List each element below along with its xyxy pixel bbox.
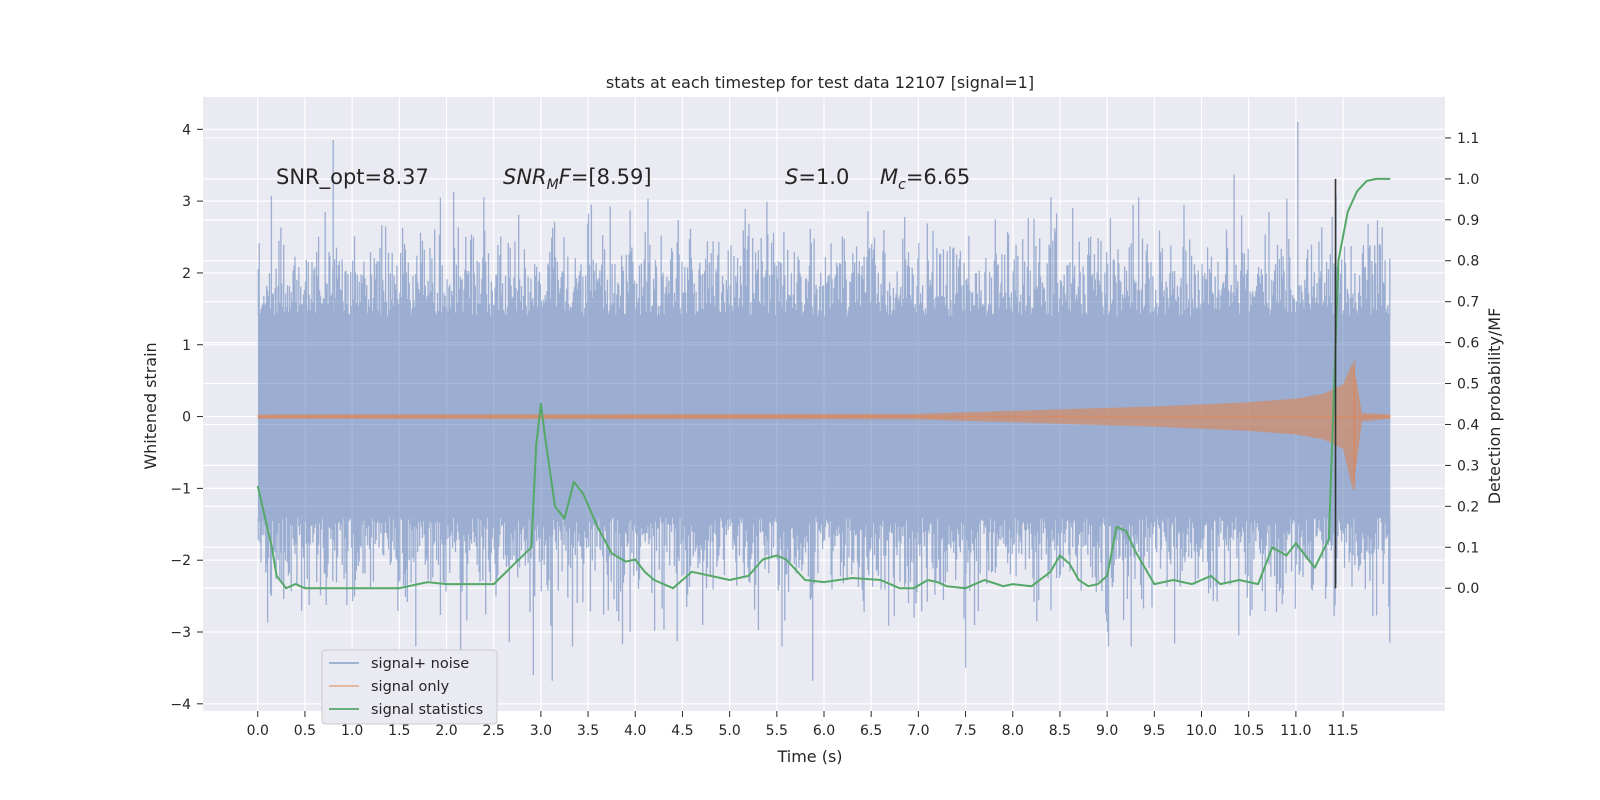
x-tick-label: 6.0 <box>813 723 835 739</box>
x-axis-label: Time (s) <box>776 747 842 766</box>
annotation-mc-symbol: M <box>880 165 898 189</box>
axes: 0.0 0.5 1.0 1.5 2.0 2.5 3.0 3.5 4.0 4.5 5.0 5.5 6.0 6… <box>170 122 1479 739</box>
annotation-snr-mf-f: F <box>559 165 572 189</box>
y-axis-label: Whitened strain <box>141 342 160 469</box>
annotation-mc-subscript: c <box>898 177 906 193</box>
x-tick-label: 2.5 <box>483 723 505 739</box>
x-tick-label: 11.5 <box>1327 723 1358 739</box>
y2-tick-label: 0.2 <box>1457 499 1479 515</box>
x-tick-label: 0.5 <box>294 723 316 739</box>
y2-tick-label: 1.1 <box>1457 131 1479 147</box>
y2-tick-label: 0.0 <box>1457 581 1479 597</box>
y-tick-label: −2 <box>170 553 191 569</box>
annotation-snr-mf-symbol: SNR <box>503 165 547 189</box>
legend: signal+ noise signal only signal statist… <box>321 649 498 725</box>
x-tick-label: 9.0 <box>1096 723 1118 739</box>
annotation-snr-mf: SNRMF=[8.59] <box>503 165 652 193</box>
y2-tick-label: 0.1 <box>1457 540 1479 556</box>
x-tick-label: 1.5 <box>388 723 410 739</box>
x-tick-label: 2.0 <box>435 723 457 739</box>
y-tick-label: 1 <box>182 338 191 354</box>
signal-noise-trace <box>257 122 1391 681</box>
x-tick-label: 11.0 <box>1280 723 1311 739</box>
annotation-s: S=1.0 <box>785 165 849 189</box>
y2-tick-label: 0.5 <box>1457 377 1479 393</box>
x-tick-label: 6.5 <box>860 723 882 739</box>
signal-statistics-line <box>256 177 1391 590</box>
x-tick-label: 4.0 <box>624 723 646 739</box>
y2-tick-label: 1.0 <box>1457 172 1479 188</box>
x-tick-label: 10.0 <box>1186 723 1217 739</box>
y-tick-label: −3 <box>170 625 191 641</box>
y2-axis-label: Detection probability/MF <box>1485 308 1504 505</box>
annotation-snr-mf-value: =[8.59] <box>571 165 652 189</box>
x-tick-label: 9.5 <box>1143 723 1165 739</box>
y-tick-label: −4 <box>170 697 191 713</box>
y-tick-label: −1 <box>170 481 191 497</box>
legend-label-signal-noise: signal+ noise <box>371 656 469 672</box>
annotation-mc-value: =6.65 <box>906 165 970 189</box>
y-tick-label: 4 <box>182 122 191 138</box>
signal-statistics-series <box>256 177 1391 590</box>
x-tick-label: 8.5 <box>1049 723 1071 739</box>
annotation-mc: Mc=6.65 <box>880 165 970 193</box>
x-tick-label: 10.5 <box>1233 723 1264 739</box>
x-tick-label: 3.0 <box>530 723 552 739</box>
x-tick-label: 0.0 <box>247 723 269 739</box>
legend-label-signal-only: signal only <box>371 679 450 695</box>
x-tick-label: 8.0 <box>1002 723 1024 739</box>
x-tick-label: 7.5 <box>954 723 976 739</box>
x-tick-label: 7.0 <box>907 723 929 739</box>
legend-label-signal-statistics: signal statistics <box>371 702 483 718</box>
y-tick-label: 3 <box>182 194 191 210</box>
y2-tick-label: 0.7 <box>1457 295 1479 311</box>
x-tick-label: 5.5 <box>766 723 788 739</box>
annotation-s-symbol: S <box>785 165 798 189</box>
chart-title: stats at each timestep for test data 121… <box>606 73 1034 92</box>
y2-tick-label: 0.4 <box>1457 417 1479 433</box>
x-tick-label: 5.0 <box>718 723 740 739</box>
y-tick-label: 0 <box>182 410 191 426</box>
signal-only-envelope <box>257 362 1391 490</box>
x-tick-label: 1.0 <box>341 723 363 739</box>
y2-tick-label: 0.9 <box>1457 213 1479 229</box>
annotation-s-value: =1.0 <box>798 165 849 189</box>
annotation-snr-opt: SNR_opt=8.37 <box>276 165 429 190</box>
y2-tick-label: 0.8 <box>1457 254 1479 270</box>
y2-tick-label: 0.3 <box>1457 458 1479 474</box>
y2-tick-label: 0.6 <box>1457 336 1479 352</box>
signal-only-series <box>257 360 1391 490</box>
y-tick-label: 2 <box>182 266 191 282</box>
x-tick-label: 4.5 <box>671 723 693 739</box>
x-tick-label: 3.5 <box>577 723 599 739</box>
annotation-snr-mf-subscript: M <box>547 177 559 193</box>
legend-box <box>321 649 498 725</box>
